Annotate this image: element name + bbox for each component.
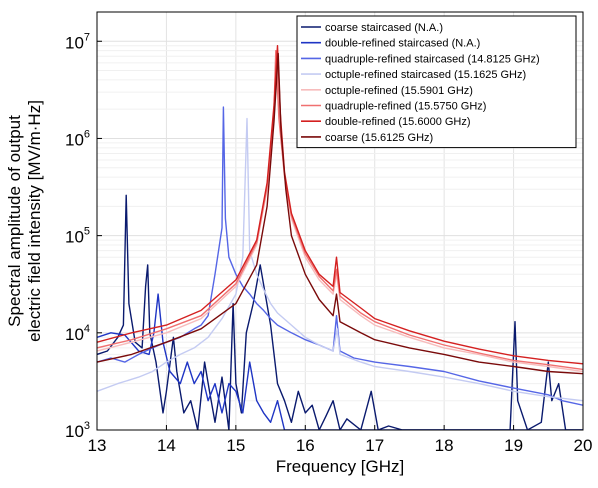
x-tick-label-6: 19 <box>504 436 523 455</box>
legend: coarse staircased (N.A.) double-refined s… <box>296 15 577 149</box>
y-axis-label-line-1: Spectral amplitude of output <box>5 115 24 327</box>
y-tick-label-2: 105 <box>65 226 90 247</box>
legend-box <box>296 15 577 149</box>
legend-label-1: double-refined staircased (N.A.) <box>325 38 480 50</box>
y-tick-label-1: 104 <box>65 323 90 344</box>
series-layer <box>97 45 583 430</box>
series-line-6 <box>97 45 583 365</box>
plot-frame <box>96 11 584 431</box>
series-line-4 <box>97 55 583 373</box>
y-axis-ticks: 103 104 105 106 107 <box>65 31 102 441</box>
legend-label-7: coarse (15.6125 GHz) <box>325 132 433 144</box>
y-axis-label-line-2: electric field intensity [MV/m·Hz] <box>25 100 44 342</box>
series-line-1 <box>97 293 583 430</box>
x-tick-label-2: 15 <box>226 436 245 455</box>
legend-label-2: quadruple-refined staircased (14.8125 GH… <box>325 53 540 65</box>
series-line-7 <box>97 52 583 375</box>
x-tick-label-5: 18 <box>435 436 454 455</box>
x-tick-label-3: 16 <box>296 436 315 455</box>
legend-label-0: coarse staircased (N.A.) <box>325 22 443 34</box>
x-axis-label: Frequency [GHz] <box>276 457 405 476</box>
x-tick-label-1: 14 <box>157 436 176 455</box>
legend-label-6: double-refined (15.6000 GHz) <box>325 116 471 128</box>
legend-label-4: octuple-refined (15.5901 GHz) <box>325 85 473 97</box>
series-line-0 <box>97 194 583 430</box>
x-tick-label-0: 13 <box>88 436 107 455</box>
y-tick-label-4: 107 <box>65 31 90 52</box>
series-group <box>97 45 583 430</box>
x-axis-ticks: 13 14 15 16 17 18 19 20 <box>88 425 593 455</box>
series-line-3 <box>97 117 583 402</box>
x-tick-label-4: 17 <box>365 436 384 455</box>
x-tick-label-7: 20 <box>574 436 593 455</box>
y-tick-label-3: 106 <box>65 128 90 149</box>
legend-label-3: octuple-refined staircased (15.1625 GHz) <box>325 69 526 81</box>
y-tick-label-0: 103 <box>65 420 90 441</box>
series-line-5 <box>97 50 583 371</box>
y-axis-label: Spectral amplitude of output electric fi… <box>5 100 44 342</box>
legend-label-5: quadruple-refined (15.5750 GHz) <box>325 101 486 113</box>
